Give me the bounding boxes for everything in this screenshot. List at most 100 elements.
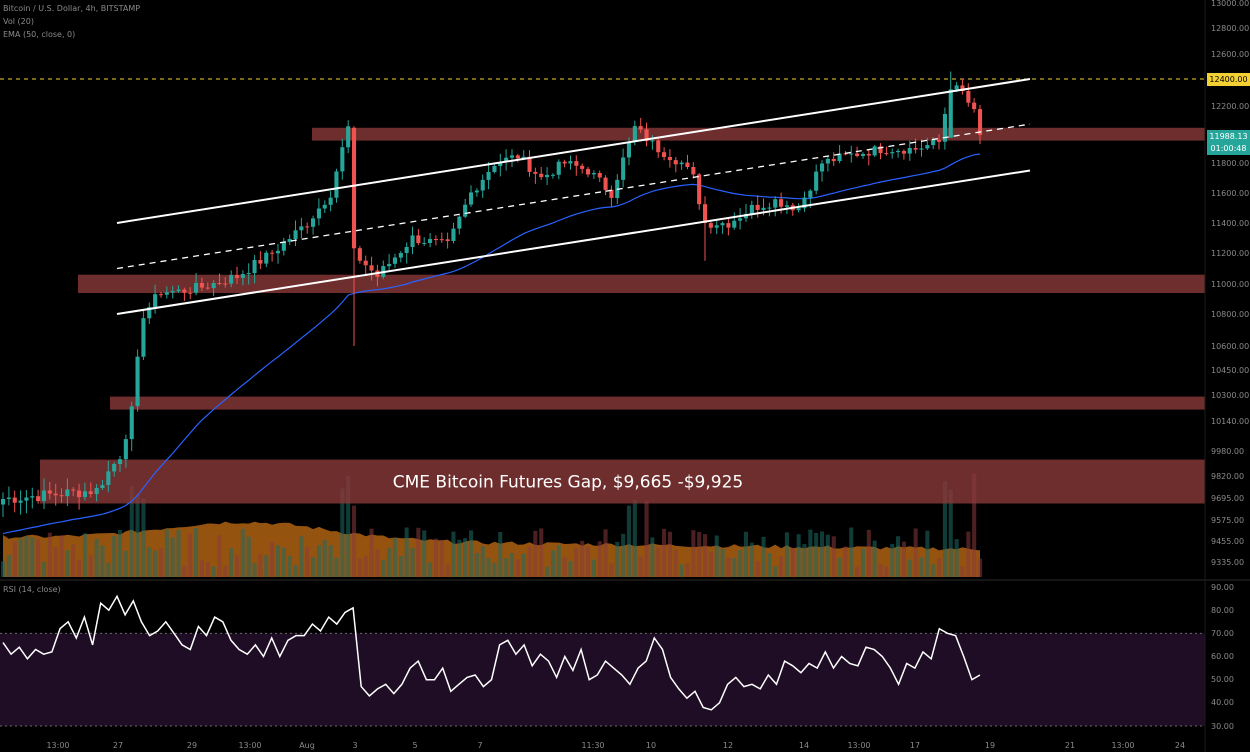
candle <box>948 71 953 138</box>
volume-bar <box>305 547 310 577</box>
candle-body <box>796 208 801 211</box>
candle <box>47 481 52 500</box>
symbol-legend[interactable]: Bitcoin / U.S. Dollar, 4h, BITSTAMP <box>3 4 141 13</box>
candle-body <box>445 239 450 241</box>
candle <box>907 140 912 161</box>
volume-bar <box>293 565 298 577</box>
candle-body <box>708 223 713 228</box>
candle <box>199 277 204 292</box>
candle-body <box>59 495 64 497</box>
time-tick-label: Aug <box>299 741 315 750</box>
candle-body <box>299 226 304 231</box>
candle-body <box>773 199 778 208</box>
channel-lower-line[interactable] <box>116 169 1031 315</box>
candle-body <box>71 489 76 491</box>
candle <box>802 191 807 212</box>
volume-bar <box>41 561 46 577</box>
candle <box>767 202 772 217</box>
candle-body <box>814 171 819 191</box>
candle <box>299 217 304 239</box>
candle-body <box>913 148 918 150</box>
candle-body <box>574 161 579 166</box>
volume-bar <box>369 528 374 577</box>
price-zone[interactable] <box>110 396 1205 410</box>
candle-body <box>586 168 591 175</box>
volume-bar <box>527 546 532 577</box>
candle-body <box>749 204 754 214</box>
candle-body <box>591 173 596 175</box>
candle-body <box>504 157 509 163</box>
volume-bar <box>299 536 304 577</box>
candle-body <box>369 265 374 271</box>
volume-bar <box>837 557 842 577</box>
candle-body <box>147 307 152 319</box>
volume-bar <box>884 566 889 577</box>
candle <box>112 462 117 477</box>
volume-bar <box>82 533 87 577</box>
channel-upper-line[interactable] <box>116 78 1031 224</box>
volume-bar <box>586 546 591 577</box>
candle-body <box>6 497 11 499</box>
candle-body <box>831 158 836 162</box>
price-zone[interactable] <box>78 274 1205 293</box>
candle <box>545 167 550 185</box>
price-zone[interactable] <box>312 127 1205 141</box>
volume-legend[interactable]: Vol (20) <box>3 17 34 26</box>
candle <box>784 200 789 214</box>
candle-body <box>433 239 438 240</box>
candle-body <box>311 218 316 227</box>
candle-body <box>580 165 585 169</box>
candle <box>147 302 152 324</box>
candle <box>486 161 491 190</box>
rsi-tick-label: 50.00 <box>1211 675 1234 684</box>
rsi-legend[interactable]: RSI (14, close) <box>3 585 61 594</box>
candle <box>445 232 450 249</box>
volume-bar <box>498 532 503 577</box>
volume-bar <box>322 539 327 577</box>
candle-body <box>498 162 503 166</box>
rsi-tick-label: 40.00 <box>1211 698 1234 707</box>
time-tick-label: 3 <box>352 741 357 750</box>
candle-body <box>36 496 41 502</box>
candle <box>240 270 245 286</box>
candle-body <box>340 147 345 172</box>
price-tick-label: 9695.00 <box>1211 494 1244 503</box>
candle <box>12 490 17 513</box>
time-tick-label: 13:00 <box>46 741 69 750</box>
time-tick-label: 13:00 <box>1111 741 1134 750</box>
volume-bar <box>539 528 544 577</box>
volume-bar <box>545 566 550 577</box>
candle <box>942 107 947 150</box>
candle-body <box>878 146 883 154</box>
candle <box>141 309 146 360</box>
volume-bar <box>761 536 766 577</box>
candle <box>118 455 123 472</box>
candle <box>691 162 696 179</box>
volume-bar <box>53 546 58 577</box>
volume-bar <box>860 548 865 577</box>
candle-body <box>240 274 245 278</box>
volume-bar <box>375 549 380 577</box>
trend-channel[interactable] <box>116 78 1031 315</box>
volume-bar <box>808 529 813 577</box>
candle <box>229 270 234 288</box>
ema-legend[interactable]: EMA (50, close, 0) <box>3 30 76 39</box>
volume-bar <box>311 557 316 577</box>
volume-bars <box>1 473 983 577</box>
candle <box>287 234 292 245</box>
candle-body <box>106 471 111 485</box>
channel-mid-line[interactable] <box>116 123 1031 270</box>
price-tick-label: 9455.00 <box>1211 537 1244 546</box>
candle <box>896 148 901 158</box>
candle <box>515 153 520 163</box>
candle <box>158 291 163 298</box>
candle-body <box>492 166 497 172</box>
cme-gap-zone[interactable] <box>40 459 1205 504</box>
candle <box>36 489 41 504</box>
candle <box>258 251 263 269</box>
candle <box>170 285 175 299</box>
candle <box>106 460 111 493</box>
candle-body <box>404 247 409 253</box>
